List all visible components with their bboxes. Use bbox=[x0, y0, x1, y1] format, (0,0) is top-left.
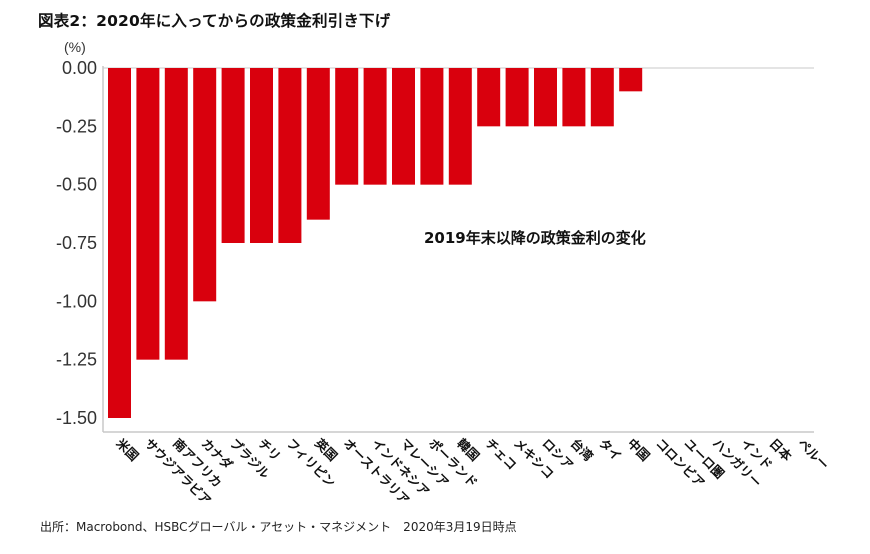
bar bbox=[136, 68, 160, 360]
bar bbox=[278, 68, 302, 243]
bar bbox=[335, 68, 359, 185]
y-tick-label: -0.75 bbox=[56, 233, 97, 253]
y-tick-label: -1.25 bbox=[56, 350, 97, 370]
bar bbox=[534, 68, 557, 127]
bar bbox=[392, 68, 415, 185]
y-tick-labels: 0.00 -0.25 -0.50 -0.75 -1.00 -1.25 -1.50 bbox=[56, 58, 97, 428]
bar bbox=[306, 68, 330, 220]
y-tick-label: 0.00 bbox=[62, 58, 97, 78]
bar bbox=[250, 68, 273, 243]
y-tick-label: -1.00 bbox=[56, 291, 97, 311]
bar bbox=[505, 68, 529, 127]
chart-annotation: 2019年末以降の政策金利の変化 bbox=[424, 229, 646, 247]
y-tick-label: -0.25 bbox=[56, 116, 97, 136]
bar bbox=[363, 68, 387, 185]
x-category-label: チェコ bbox=[483, 436, 520, 473]
bar bbox=[221, 68, 245, 243]
bar bbox=[590, 68, 614, 127]
bar bbox=[562, 68, 586, 127]
y-axis-unit-label: (%) bbox=[64, 39, 86, 55]
bar bbox=[193, 68, 217, 302]
x-category-label: ペルー bbox=[795, 436, 832, 473]
y-tick-label: -0.50 bbox=[56, 175, 97, 195]
x-category-label: 米国 bbox=[113, 435, 142, 464]
bar bbox=[448, 68, 472, 185]
bar bbox=[164, 68, 188, 360]
bar bbox=[619, 68, 643, 92]
bar bbox=[108, 68, 131, 418]
bars bbox=[108, 68, 643, 418]
bar bbox=[420, 68, 444, 185]
bar bbox=[477, 68, 501, 127]
x-category-label: 中国 bbox=[625, 436, 653, 464]
y-tick-label: -1.50 bbox=[56, 408, 97, 428]
source-footnote: 出所：Macrobond、HSBCグローバル・アセット・マネジメント 2020年… bbox=[40, 520, 517, 534]
x-category-label: タイ bbox=[596, 436, 624, 464]
chart-title: 図表2：2020年に入ってからの政策金利引き下げ bbox=[38, 12, 391, 30]
